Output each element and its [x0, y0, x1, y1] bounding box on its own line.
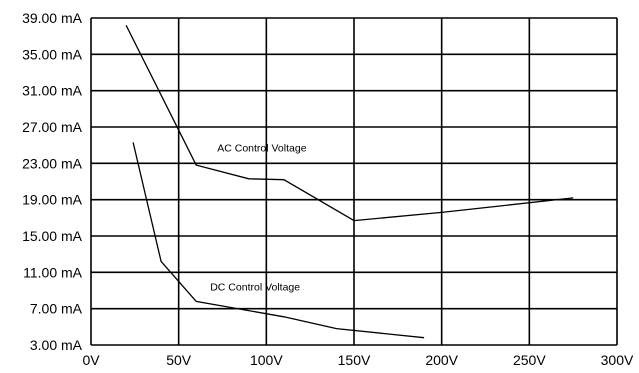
y-tick-label-2: 11.00 mA — [23, 264, 83, 280]
y-tick-label-7: 31.00 mA — [22, 83, 83, 99]
y-axis-tick-labels: 3.00 mA 7.00 mA 11.00 mA 15.00 mA 19.00 mA 23… — [22, 10, 83, 353]
y-tick-label-1: 7.00 mA — [30, 301, 83, 317]
grid — [90, 17, 618, 346]
x-tick-label-4: 200V — [425, 352, 458, 368]
y-tick-label-3: 15.00 mA — [22, 228, 83, 244]
y-tick-label-5: 23.00 mA — [22, 155, 83, 171]
series-line-1 — [132, 142, 425, 339]
x-tick-label-6: 300V — [601, 352, 634, 368]
series-label-1: DC Control Voltage — [210, 282, 300, 294]
series-annotations: AC Control Voltage DC Control Voltage — [210, 143, 306, 294]
x-tick-label-2: 100V — [250, 352, 283, 368]
y-tick-label-0: 3.00 mA — [30, 337, 83, 353]
series-label-0: AC Control Voltage — [217, 143, 306, 155]
x-tick-label-1: 50V — [166, 352, 192, 368]
x-tick-label-5: 250V — [513, 352, 546, 368]
x-tick-label-3: 150V — [338, 352, 371, 368]
series-lines — [125, 25, 574, 339]
y-tick-label-9: 39.00 mA — [22, 10, 83, 26]
x-tick-label-0: 0V — [82, 352, 100, 368]
y-tick-label-6: 27.00 mA — [22, 119, 83, 135]
x-axis-tick-labels: 0V 50V 100V 150V 200V 250V 300V — [82, 352, 634, 368]
series-line-0 — [125, 25, 574, 222]
y-tick-label-8: 35.00 mA — [22, 46, 83, 62]
y-tick-label-4: 19.00 mA — [22, 192, 83, 208]
